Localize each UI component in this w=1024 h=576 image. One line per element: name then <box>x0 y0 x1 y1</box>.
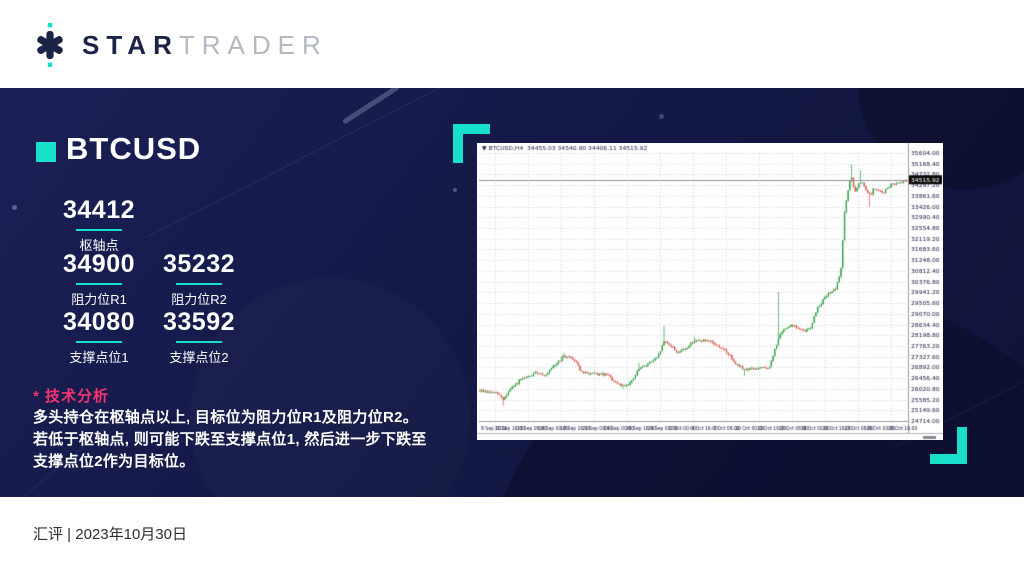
star-logo-icon <box>30 22 70 68</box>
brand-text-star: STAR <box>82 29 179 60</box>
header: STAR TRADER <box>0 0 1024 88</box>
level-value: 35232 <box>162 250 236 278</box>
page-title: BTCUSD <box>66 131 202 166</box>
level-label: 支撑点位1 <box>69 350 129 365</box>
level-label: 支撑点位2 <box>169 350 229 365</box>
accent-underline <box>176 341 222 343</box>
level-value: 34900 <box>62 250 136 278</box>
pivot-value: 34412 <box>62 196 136 224</box>
bg-dot-center <box>659 114 664 119</box>
analysis-line: 多头持仓在枢轴点以上, 目标位为阻力位R1及阻力位R2。 <box>33 409 419 426</box>
accent-underline <box>176 283 222 285</box>
accent-underline <box>76 341 122 343</box>
analysis-text: 多头持仓在枢轴点以上, 目标位为阻力位R1及阻力位R2。 若低于枢轴点, 则可能… <box>33 407 433 473</box>
footer: 汇评 | 2023年10月30日 <box>0 497 1024 576</box>
level-value: 33592 <box>162 308 236 336</box>
accent-underline <box>76 283 122 285</box>
bg-streak-comet <box>341 88 401 125</box>
btcusd-candlestick-chart <box>477 143 943 440</box>
resistance-r1-block: 34900 阻力位R1 <box>40 250 158 308</box>
startrader-logo: STAR TRADER <box>30 22 328 68</box>
support-1-block: 34080 支撑点位1 <box>40 308 158 366</box>
accent-underline <box>76 229 122 231</box>
brand-text-trader: TRADER <box>178 29 328 60</box>
chart-container <box>477 143 943 440</box>
support-2-block: 33592 支撑点位2 <box>140 308 258 366</box>
level-value: 34080 <box>62 308 136 336</box>
title-accent-square <box>36 142 56 162</box>
level-label: 阻力位R1 <box>71 292 127 307</box>
footer-text: 汇评 | 2023年10月30日 <box>33 526 187 543</box>
corner-bracket-top-left <box>453 124 490 163</box>
level-label: 阻力位R2 <box>171 292 227 307</box>
corner-bracket-bottom-right <box>930 427 967 464</box>
pivot-block: 34412 枢轴点 <box>40 196 158 254</box>
resistance-r2-block: 35232 阻力位R2 <box>140 250 258 308</box>
analysis-line: 支撑点位2作为目标位。 <box>33 453 195 470</box>
analysis-line: 若低于枢轴点, 则可能下跌至支撑点位1, 然后进一步下跌至 <box>33 431 427 448</box>
bg-dot-mid <box>453 188 457 192</box>
bg-dot-left <box>12 205 17 210</box>
pivot-label: 枢轴点 <box>79 238 119 253</box>
analysis-heading: * 技术分析 <box>33 388 110 405</box>
